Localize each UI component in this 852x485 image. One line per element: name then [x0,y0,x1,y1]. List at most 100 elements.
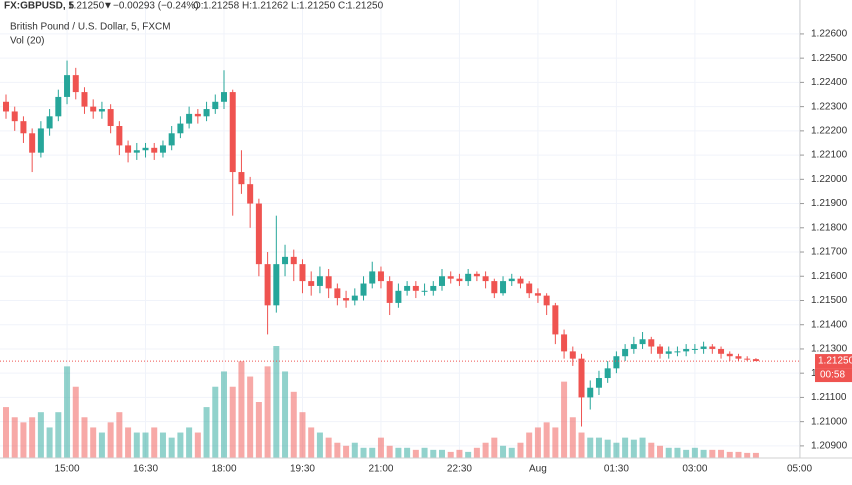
volume-bar [46,427,53,458]
candle-body [526,283,533,294]
volume-bar [264,366,271,458]
header-symbol: FX:GBPUSD, 5 [4,1,74,12]
x-tick-label: 22:30 [447,464,472,475]
volume-bar [290,391,297,458]
candle-body [604,368,611,379]
candle-body [517,278,524,284]
volume-label: Vol (20) [10,36,44,47]
volume-bar [334,442,341,458]
y-tick-label: 1.22400 [811,77,848,88]
volume-bar [194,432,201,458]
candle-body [482,276,489,282]
y-tick-label: 1.21900 [811,198,848,209]
candle-body [683,348,690,352]
volume-bar [613,442,620,458]
candle-body [168,133,175,146]
volume-bar [81,417,88,458]
plot [0,0,801,458]
countdown-box [815,368,852,383]
header-o: 1.21258 [203,1,240,12]
volume-bar [159,432,166,458]
candle-body [691,348,698,350]
volume-bar [125,427,132,458]
candle-body [72,75,79,93]
volume-bar [456,449,463,458]
candle-body [3,101,9,112]
candle-body [386,281,393,303]
volume-bar [657,445,663,458]
header-c-label: C: [338,1,348,12]
y-tick-label: 1.22600 [811,29,848,40]
volume-bar [308,427,315,458]
candle-body [151,147,158,153]
candle-body [700,346,707,349]
candle-body [98,109,105,112]
candle-body [55,96,62,117]
volume-bar [465,451,472,458]
candle-body [395,290,402,303]
volume-bar [360,447,367,458]
candle-body [360,283,367,296]
volume-bar [552,427,559,458]
candle-body [674,351,681,353]
x-tick-label: 01:30 [604,464,629,475]
volume-bar [648,442,655,458]
candle-body [613,356,620,369]
header-l: 1.21250 [299,1,336,12]
candle-body [412,285,419,291]
candle-body [81,92,88,107]
x-tick-label: 16:30 [133,464,158,475]
volume-bar [273,346,280,458]
volume-bar [343,445,350,458]
candle-body [299,264,306,282]
volume-bar [622,437,629,458]
volume-bar [386,445,393,458]
y-tick-label: 1.21600 [811,271,848,282]
candle-body [90,106,97,112]
last-price-box [815,354,852,369]
header-change: −0.00293 (−0.24%) [113,1,199,12]
candle-body [404,285,411,291]
candle-body [221,92,227,102]
x-tick-label: 05:00 [787,464,812,475]
candle-body [552,305,559,335]
candle-body [595,378,602,388]
candle-body [473,273,480,277]
x-tick-label: 15:00 [55,464,80,475]
volume-bar [491,437,498,458]
header-h: 1.21262 [252,1,289,12]
candle-body [264,264,271,306]
volume-bar [752,452,759,458]
candle-body [273,264,280,306]
volume-bar [72,386,79,458]
volume-bar [674,447,681,458]
volume-bar [412,449,419,458]
candle-body [229,92,236,173]
candle-body [133,150,140,153]
volume-bar [561,381,568,458]
candle-body [247,184,254,204]
candle-body [159,145,166,153]
volume-bar [20,422,27,458]
candle-body [439,276,445,286]
x-tick-label: 03:00 [682,464,707,475]
candle-body [29,133,36,153]
volume-bar [177,432,184,458]
candle-body [657,346,663,354]
candle-body [334,288,341,299]
volume-bar [325,437,332,458]
candle-body [569,351,576,359]
volume-bar [90,427,97,458]
candle-body [430,285,437,291]
candle-body [177,123,184,134]
volume-bar [142,432,149,458]
volume-bar [691,447,698,458]
volume-bar [482,442,489,458]
y-tick-label: 1.21300 [811,344,848,355]
candle-body [735,356,742,359]
candle-body [116,126,123,146]
candle-body [709,346,716,349]
